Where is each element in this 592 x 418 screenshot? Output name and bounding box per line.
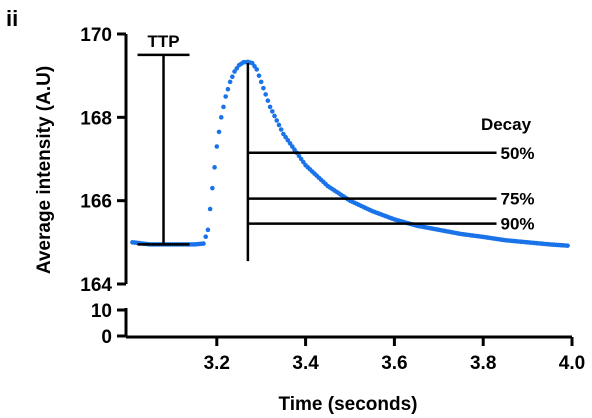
data-point	[223, 94, 228, 99]
data-point	[207, 206, 213, 212]
data-point	[254, 67, 260, 72]
y-tick-label: 0	[101, 327, 112, 348]
y-tick-label: 10	[91, 301, 112, 322]
decay-line-label: 50%	[501, 144, 535, 163]
data-point	[218, 115, 224, 120]
y-tick-label: 164	[80, 275, 112, 296]
data-point	[210, 185, 215, 191]
data-point	[261, 85, 266, 91]
data-point	[203, 234, 208, 240]
data-point	[230, 74, 235, 80]
x-tick-label: 3.4	[292, 353, 319, 374]
x-tick-label: 3.6	[381, 353, 407, 374]
panel-label: ii	[6, 6, 18, 31]
data-point	[205, 227, 211, 233]
x-axis-title: Time (seconds)	[278, 394, 417, 415]
data-point	[227, 79, 233, 85]
data-point	[267, 104, 273, 110]
y-axis-title: Average intensity (A.U)	[34, 66, 55, 274]
data-point	[274, 118, 280, 123]
data-point	[270, 109, 275, 114]
data-point	[214, 144, 220, 149]
decay-title: Decay	[481, 115, 532, 134]
data-point	[221, 104, 226, 110]
axes: 164 166 168 170 0 10 3.2 3.4 3.6 3.8 4.0	[80, 25, 585, 374]
decay-line-label: 90%	[501, 215, 535, 234]
y-tick-label: 166	[80, 192, 112, 213]
data-point	[216, 129, 222, 135]
x-tick-label: 3.8	[470, 353, 496, 374]
data-point	[212, 165, 217, 170]
ttp-label: TTP	[147, 32, 179, 51]
data-points	[130, 59, 570, 248]
data-point	[258, 79, 264, 85]
data-point	[265, 98, 271, 103]
y-tick-label: 168	[80, 108, 112, 129]
data-point	[263, 92, 268, 97]
decay-line-label: 75%	[501, 190, 535, 209]
y-tick-label: 170	[80, 25, 112, 46]
data-point	[256, 73, 262, 78]
annotations: TTP Decay 50% 75% 90%	[137, 32, 535, 262]
x-tick-label: 3.2	[204, 353, 230, 374]
data-point	[225, 86, 231, 92]
data-point	[272, 113, 277, 119]
x-tick-label: 4.0	[559, 353, 585, 374]
data-point	[201, 241, 206, 246]
data-point	[278, 127, 284, 132]
data-point	[276, 122, 282, 128]
data-point	[565, 243, 570, 248]
